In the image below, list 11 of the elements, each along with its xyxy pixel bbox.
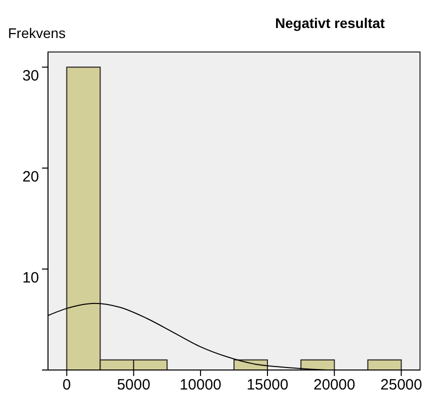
x-tick-label: 0 <box>62 376 71 394</box>
y-tick-label: 20 <box>22 168 39 186</box>
x-tick-label: 15000 <box>246 376 288 394</box>
x-tick-label: 5000 <box>116 376 150 394</box>
y-tick-label: 10 <box>22 270 39 287</box>
y-axis-title: Frekvens <box>8 25 66 41</box>
x-tick-label: 25000 <box>380 376 422 394</box>
x-tick-label: 10000 <box>180 376 222 394</box>
x-tick-label: 20000 <box>314 376 356 394</box>
y-tick-label: 30 <box>22 68 39 85</box>
chart-title: Negativt resultat <box>275 15 386 31</box>
